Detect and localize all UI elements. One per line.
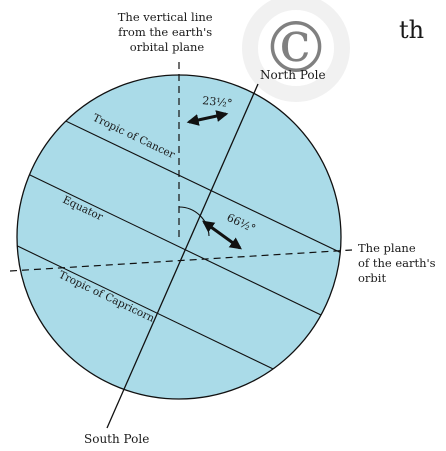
orbit-plane-label-1: The plane xyxy=(358,241,416,255)
north-pole-label: North Pole xyxy=(260,68,326,82)
south-pole-label: South Pole xyxy=(84,432,149,446)
vertical-line-label: The vertical line from the earth's orbit… xyxy=(118,10,217,54)
angle-arrow-small xyxy=(186,110,229,126)
earth-axis-line xyxy=(106,83,259,429)
watermark-circle xyxy=(242,0,350,102)
vertical-line-label-3: orbital plane xyxy=(130,40,205,54)
vertical-line-label-1: The vertical line xyxy=(118,10,213,24)
header-fragment: th xyxy=(399,16,424,44)
vertical-line-label-2: from the earth's xyxy=(118,25,212,39)
watermark: © xyxy=(242,0,350,102)
watermark-symbol: © xyxy=(261,7,331,89)
angle-arrow-large xyxy=(202,220,242,250)
orbit-plane-label: The plane of the earth's orbit xyxy=(358,241,439,285)
orbit-plane-label-3: orbit xyxy=(358,271,386,285)
orbit-plane-label-2: of the earth's xyxy=(358,256,436,270)
angle-small-label: 23½° xyxy=(202,94,233,110)
